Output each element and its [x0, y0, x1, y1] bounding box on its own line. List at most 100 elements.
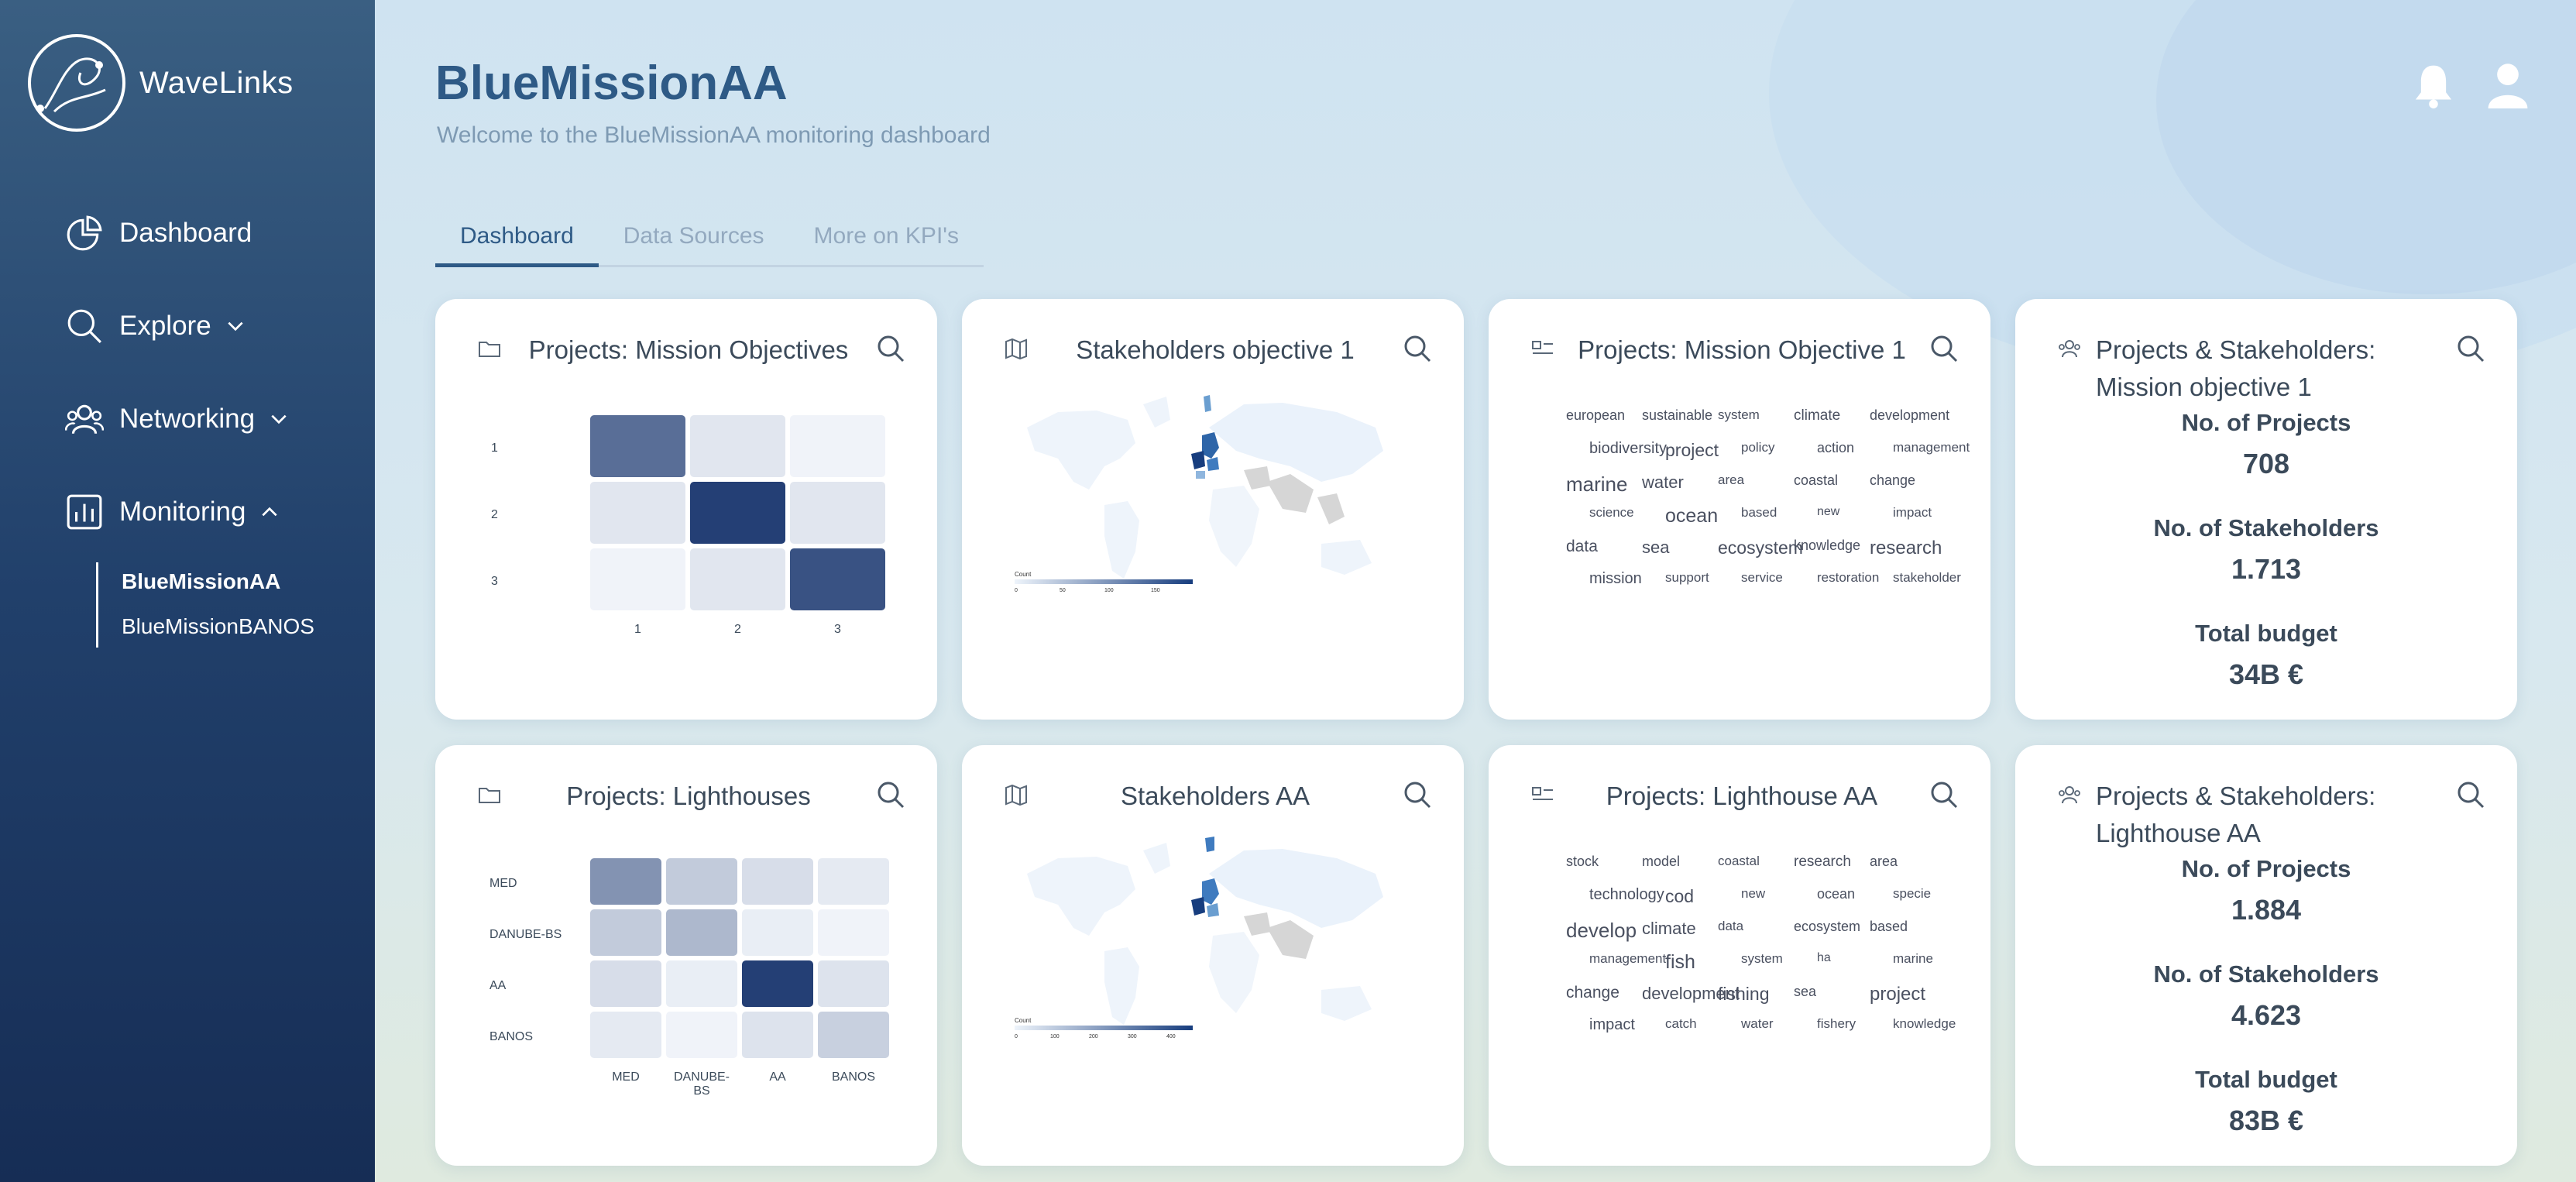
heatmap-cell[interactable] [818, 960, 889, 1007]
tab-more-on-kpis[interactable]: More on KPI's [813, 223, 960, 249]
heatmap-cell[interactable] [790, 548, 885, 610]
word-cloud-word: coastal [1794, 472, 1839, 488]
heatmap-cell[interactable] [666, 960, 737, 1007]
word-cloud-word: biodiversity [1589, 440, 1668, 457]
search-icon [67, 309, 101, 343]
heatmap-cell[interactable] [790, 482, 885, 544]
kpi-projects: No. of Projects 1.884 [2015, 855, 2517, 926]
heatmap-cell[interactable] [790, 415, 885, 477]
heatmap-cell[interactable] [818, 858, 889, 905]
kpi-value: 1.713 [2231, 553, 2302, 585]
chevron-down-icon[interactable] [269, 409, 289, 429]
nav-explore[interactable]: Explore [65, 307, 246, 345]
card-kpi-lighthouse-aa: Projects & Stakeholders: Lighthouse AA N… [2015, 745, 2517, 1166]
card-title: Projects & Stakeholders: Lighthouse AA [2096, 782, 2376, 847]
word-cloud-word: impact [1589, 1016, 1635, 1033]
heatmap-cell[interactable] [666, 858, 737, 905]
heatmap-col-label: AA [769, 1070, 786, 1084]
word-cloud-word: based [1870, 919, 1908, 934]
kpi-label: No. of Stakeholders [2153, 960, 2379, 988]
word-cloud-word: data [1718, 919, 1744, 933]
wavelinks-logo-icon [28, 34, 125, 132]
heatmap-col-label: MED [612, 1070, 640, 1084]
word-cloud-word: data [1566, 538, 1598, 555]
logo-text: WaveLinks [139, 65, 294, 100]
nav-monitoring[interactable]: Monitoring [65, 493, 280, 531]
subnav-bluemissionaa[interactable]: BlueMissionAA [122, 569, 281, 593]
search-icon[interactable] [1929, 333, 1959, 364]
word-cloud-word: water [1741, 1016, 1774, 1031]
word-cloud-word: system [1741, 951, 1783, 966]
word-cloud-word: restoration [1817, 570, 1880, 585]
search-icon[interactable] [875, 779, 906, 810]
legend-tick: 400 [1166, 1034, 1176, 1039]
search-icon[interactable] [1402, 779, 1433, 810]
heatmap-cell[interactable] [590, 415, 685, 477]
heatmap-cell[interactable] [690, 482, 785, 544]
tab-dashboard[interactable]: Dashboard [435, 218, 599, 267]
heatmap-cell[interactable] [590, 858, 661, 905]
heatmap-cell[interactable] [818, 1012, 889, 1058]
word-cloud-word: knowledge [1893, 1016, 1956, 1031]
card-projects-mission-objectives: Projects: Mission Objectives 1 2 3 1 2 3 [435, 299, 937, 720]
logo[interactable]: WaveLinks [28, 34, 294, 132]
word-cloud-word: technology [1589, 886, 1664, 903]
world-map-chart[interactable]: Count 0 100 200 300 400 [1012, 819, 1399, 1067]
chevron-up-icon[interactable] [259, 502, 280, 522]
search-icon[interactable] [2455, 333, 2486, 364]
heatmap-cell[interactable] [590, 482, 685, 544]
card-title: Projects: Lighthouse AA [1606, 782, 1878, 810]
heatmap-cell[interactable] [690, 548, 785, 610]
card-title: Stakeholders objective 1 [1076, 335, 1355, 364]
card-stakeholders-objective-1: Stakeholders objective 1 [962, 299, 1464, 720]
word-cloud-word: specie [1893, 886, 1932, 901]
tab-data-sources[interactable]: Data Sources [623, 223, 764, 249]
heatmap-cell[interactable] [666, 1012, 737, 1058]
word-cloud-word: ecosystem [1794, 919, 1861, 934]
heatmap-cell[interactable] [742, 909, 813, 956]
word-cloud-word: knowledge [1794, 538, 1861, 553]
search-icon[interactable] [1402, 333, 1433, 364]
monitoring-subnav: BlueMissionAA BlueMissionBANOS [96, 562, 314, 648]
word-cloud-word: system [1718, 407, 1760, 422]
heatmap-cell[interactable] [742, 960, 813, 1007]
users-icon [65, 404, 104, 435]
bell-icon[interactable] [2412, 62, 2455, 108]
heatmap-cell[interactable] [818, 909, 889, 956]
kpi-projects: No. of Projects 708 [2015, 409, 2517, 480]
search-icon[interactable] [875, 333, 906, 364]
word-cloud-word: fish [1665, 951, 1695, 973]
kpi-label: No. of Projects [2181, 409, 2351, 436]
heatmap-cell[interactable] [742, 858, 813, 905]
heatmap-cell[interactable] [690, 415, 785, 477]
page-title: BlueMissionAA [435, 57, 788, 110]
world-map-chart[interactable]: Count 0 50 100 150 [1012, 373, 1399, 621]
word-cloud-word: sea [1642, 538, 1670, 557]
subnav-bluemissionbanos[interactable]: BlueMissionBANOS [122, 614, 314, 638]
word-cloud-word: area [1870, 854, 1898, 869]
nav-dashboard[interactable]: Dashboard [65, 214, 252, 253]
search-icon[interactable] [2455, 779, 2486, 810]
map-legend: Count 0 100 200 300 400 [1015, 1017, 1193, 1039]
heatmap-row-label: MED [489, 877, 517, 890]
tab-bar: Dashboard Data Sources More on KPI's [435, 218, 984, 267]
word-cloud-word: new [1817, 505, 1840, 518]
nav-networking[interactable]: Networking [65, 400, 289, 438]
word-cloud: stock model coastal research area technology c… [1535, 854, 1956, 1086]
heatmap-cell[interactable] [590, 909, 661, 956]
heatmap-cell[interactable] [666, 909, 737, 956]
heatmap-cell[interactable] [590, 1012, 661, 1058]
legend-tick: 200 [1089, 1034, 1098, 1039]
search-icon[interactable] [1929, 779, 1959, 810]
kpi-value: 83B € [2228, 1105, 2304, 1136]
folder-icon [479, 342, 500, 357]
heatmap-cell[interactable] [742, 1012, 813, 1058]
word-cloud-word: marine [1566, 472, 1628, 496]
nav-explore-label: Explore [119, 311, 211, 341]
chevron-down-icon[interactable] [225, 316, 246, 336]
heatmap-cell[interactable] [590, 960, 661, 1007]
heatmap-cell[interactable] [590, 548, 685, 610]
legend-tick: 0 [1015, 588, 1018, 593]
user-icon[interactable] [2486, 62, 2530, 108]
kpi-budget: Total budget 34B € [2015, 620, 2517, 691]
